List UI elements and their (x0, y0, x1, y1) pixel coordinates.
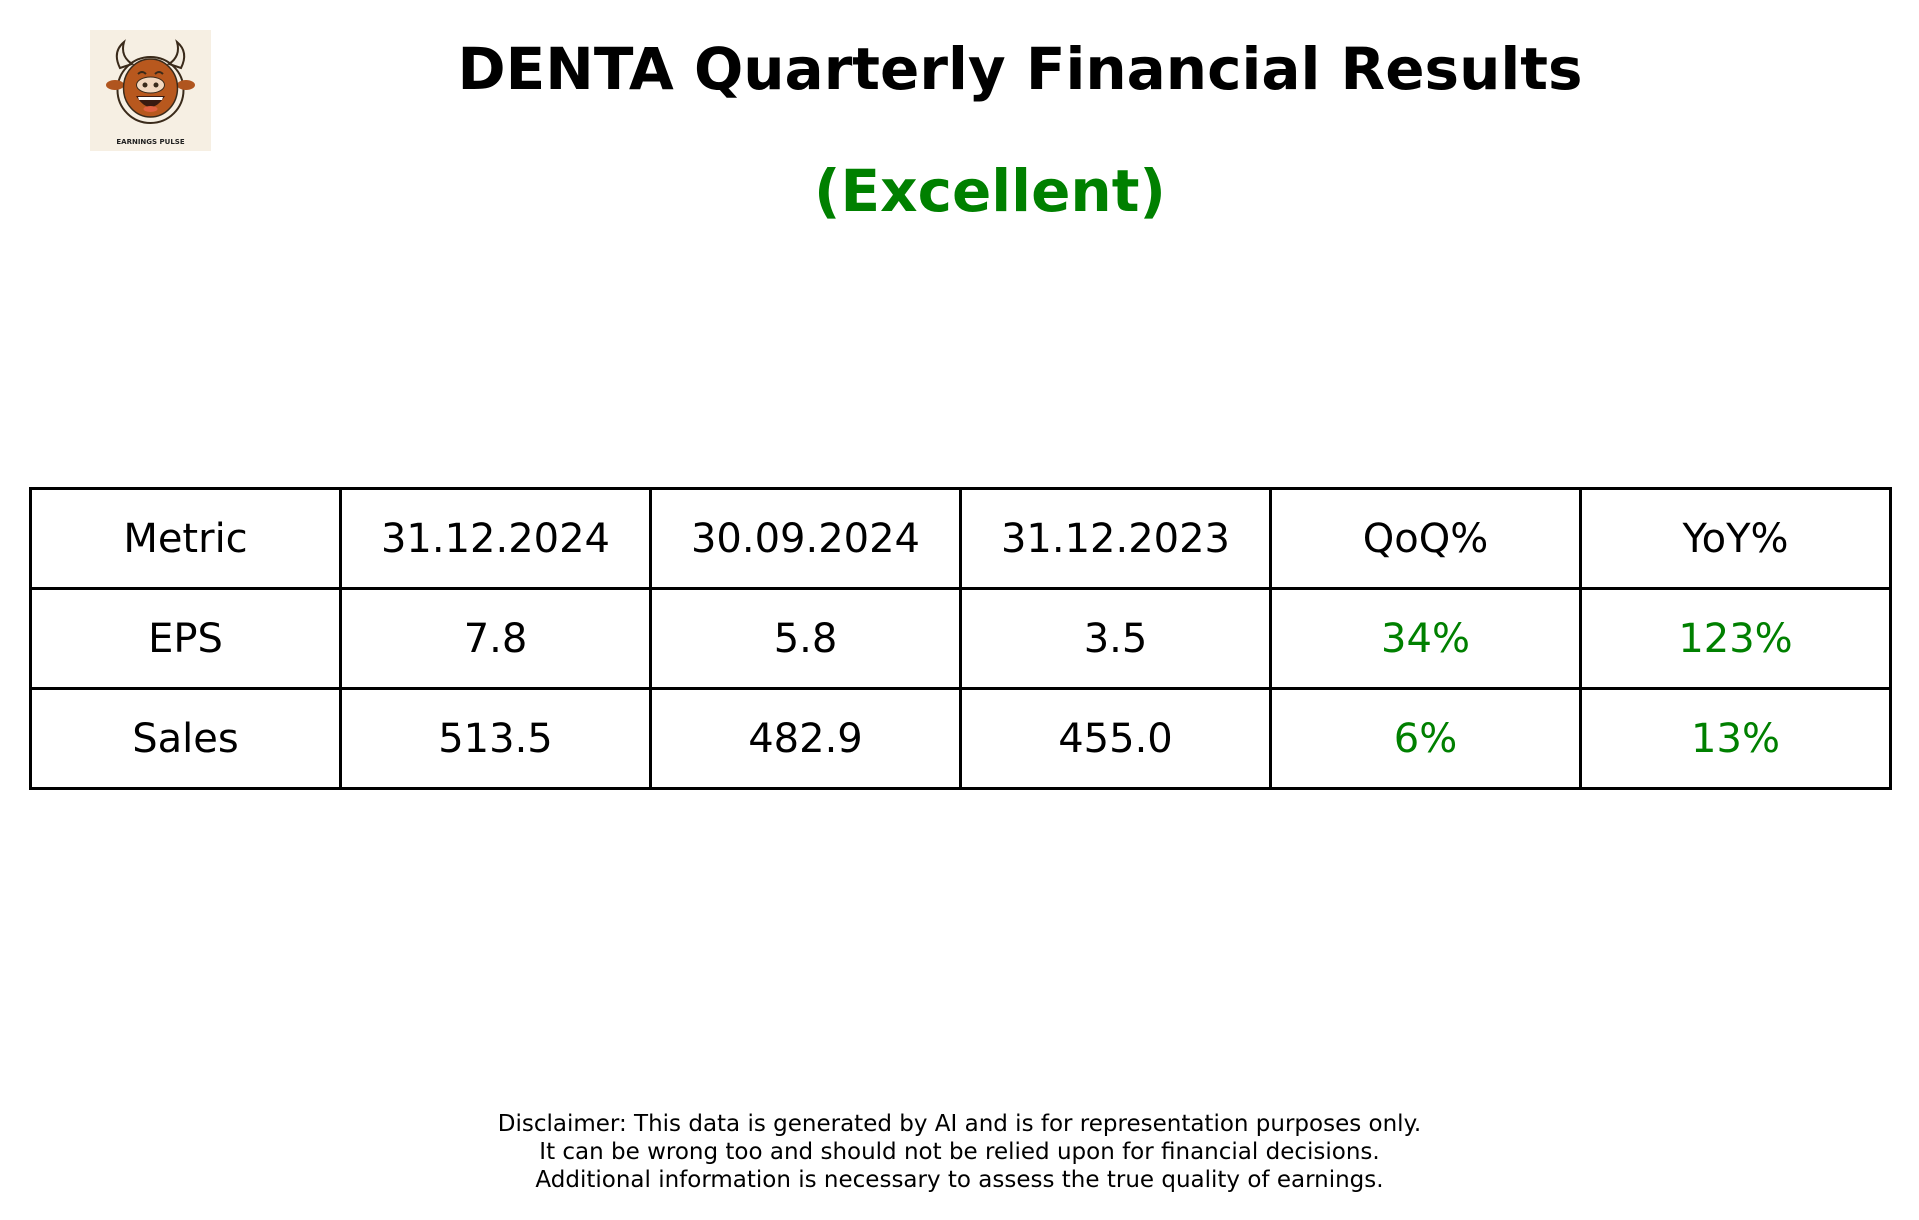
value-cell: 7.8 (339, 587, 652, 690)
yoy-change: 13% (1579, 687, 1892, 790)
header-metric: Metric (29, 487, 342, 590)
rating-label: (Excellent) (814, 157, 1166, 225)
table-header-row: Metric 31.12.2024 30.09.2024 31.12.2023 … (29, 487, 1892, 590)
svg-text:EARNINGS PULSE: EARNINGS PULSE (116, 138, 184, 146)
qoq-change: 34% (1269, 587, 1582, 690)
qoq-change: 6% (1269, 687, 1582, 790)
page-title: DENTA Quarterly Financial Results (457, 35, 1583, 103)
disclaimer: Disclaimer: This data is generated by AI… (0, 1110, 1919, 1194)
metric-name: Sales (29, 687, 342, 790)
bull-mascot-icon: EARNINGS PULSE (106, 39, 195, 146)
table-row: Sales 513.5 482.9 455.0 6% 13% (29, 687, 1892, 790)
disclaimer-line: Disclaimer: This data is generated by AI… (497, 1111, 1422, 1137)
header-period-1: 31.12.2024 (339, 487, 652, 590)
value-cell: 3.5 (959, 587, 1272, 690)
metric-name: EPS (29, 587, 342, 690)
earnings-pulse-logo: EARNINGS PULSE (90, 30, 211, 151)
value-cell: 455.0 (959, 687, 1272, 790)
header-qoq: QoQ% (1269, 487, 1582, 590)
yoy-change: 123% (1579, 587, 1892, 690)
header-period-3: 31.12.2023 (959, 487, 1272, 590)
value-cell: 513.5 (339, 687, 652, 790)
header-period-2: 30.09.2024 (649, 487, 962, 590)
disclaimer-line: Additional information is necessary to a… (535, 1167, 1384, 1193)
disclaimer-line: It can be wrong too and should not be re… (539, 1139, 1380, 1165)
value-cell: 482.9 (649, 687, 962, 790)
financial-results-table: Metric 31.12.2024 30.09.2024 31.12.2023 … (29, 487, 1892, 790)
header-yoy: YoY% (1579, 487, 1892, 590)
table-row: EPS 7.8 5.8 3.5 34% 123% (29, 587, 1892, 690)
value-cell: 5.8 (649, 587, 962, 690)
